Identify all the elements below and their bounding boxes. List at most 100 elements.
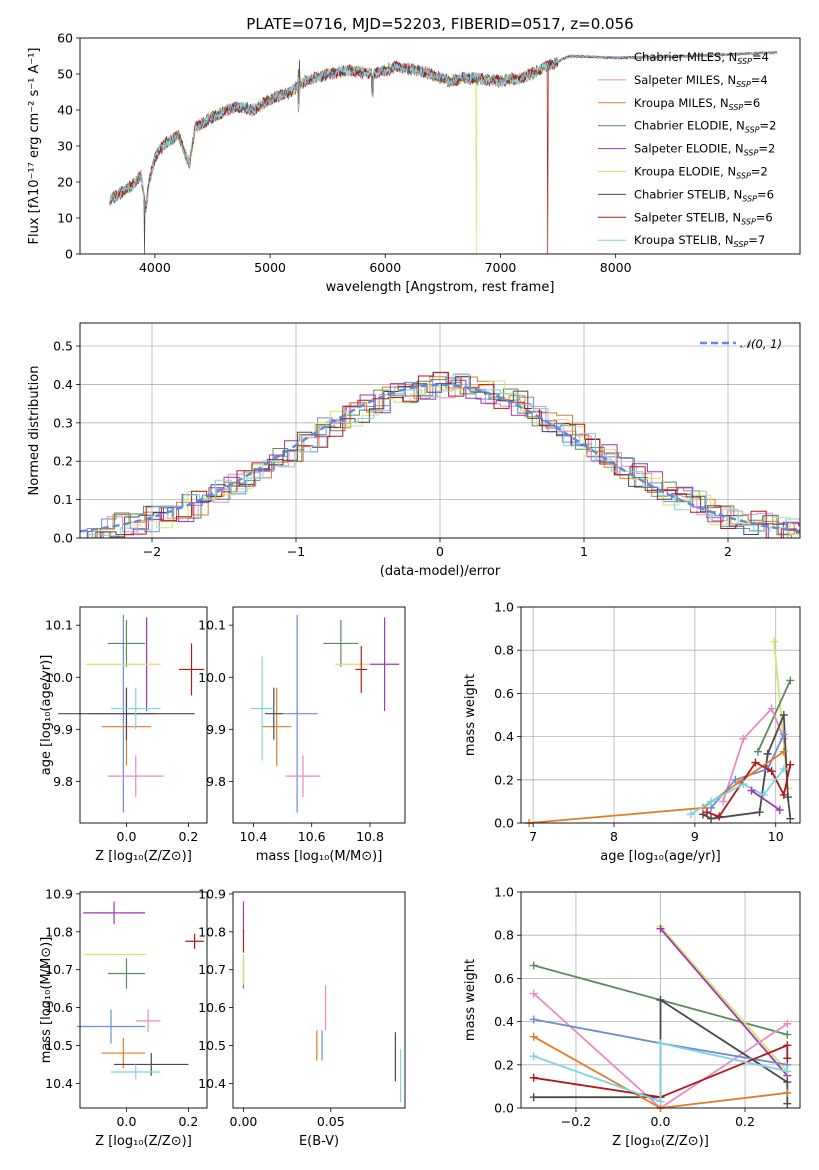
weight-marker bbox=[529, 961, 538, 970]
spectrum-xtick-label: 7000 bbox=[485, 260, 517, 275]
mass_vs_ebv-xlabel: E(B-V) bbox=[299, 1134, 339, 1149]
age_vs_Z-ytick-label: 10.0 bbox=[45, 670, 73, 685]
weight_vs_Z-axes-frame bbox=[520, 891, 801, 1109]
weight_vs_Z-ytick-label: 0.0 bbox=[494, 1101, 514, 1116]
weight-marker bbox=[783, 1030, 792, 1039]
weight_vs_age-axes-frame bbox=[520, 606, 801, 824]
age_vs_Z-ytick-label: 9.8 bbox=[53, 774, 73, 789]
spectrum-ytick-label: 40 bbox=[57, 103, 73, 118]
weight-marker bbox=[707, 797, 716, 806]
weight_vs_age-ylabel: mass weight bbox=[463, 674, 478, 756]
spectrum-axes-frame bbox=[79, 37, 801, 255]
weight_vs_age-ytick-label: 0.8 bbox=[494, 643, 514, 658]
age_vs_Z-xlabel: Z [log₁₀(Z/Z⊙)] bbox=[95, 849, 192, 864]
weight-marker bbox=[786, 814, 795, 823]
residuals-xtick-label: −2 bbox=[143, 544, 161, 559]
weight-marker bbox=[529, 1073, 538, 1082]
legend-entry-label: Salpeter MILES, NSSP=4 bbox=[634, 73, 768, 89]
weight-marker bbox=[529, 1093, 538, 1102]
age_vs_Z-ytick-label: 9.9 bbox=[53, 722, 73, 737]
age_vs_Z-ytick-label: 10.1 bbox=[45, 618, 73, 633]
weight-marker bbox=[686, 810, 695, 819]
weight-marker bbox=[739, 734, 748, 743]
mass_vs_ebv-ytick-label: 10.7 bbox=[198, 962, 226, 977]
age_vs_mass-xtick-label: 10.6 bbox=[298, 829, 326, 844]
weight-marker bbox=[739, 780, 748, 789]
weight_vs_Z-xlabel: Z [log₁₀(Z/Z⊙)] bbox=[612, 1134, 709, 1149]
weight-marker bbox=[656, 1039, 665, 1048]
weight-series-line bbox=[706, 761, 792, 818]
legend-entry-label: 𝒩(0, 1) bbox=[740, 337, 782, 351]
spectrum-ytick-label: 30 bbox=[57, 139, 73, 154]
mass_vs_Z-axes-frame bbox=[79, 891, 208, 1109]
weight-marker bbox=[751, 758, 760, 767]
residuals-xtick-label: 1 bbox=[580, 544, 588, 559]
residuals-ytick-label: 0.3 bbox=[53, 415, 73, 430]
spectrum-xtick-label: 8000 bbox=[600, 260, 632, 275]
histogram-series bbox=[81, 376, 800, 538]
age_vs_Z-xtick-label: 0.0 bbox=[117, 829, 137, 844]
weight-marker bbox=[770, 637, 779, 646]
weight_vs_age-ytick-label: 0.6 bbox=[494, 686, 514, 701]
mass_vs_Z-ytick-label: 10.6 bbox=[45, 1000, 73, 1015]
mass_vs_ebv-ytick-label: 10.6 bbox=[198, 1000, 226, 1015]
weight_vs_Z-ytick-label: 0.6 bbox=[494, 971, 514, 986]
residuals-ytick-label: 0.5 bbox=[53, 339, 73, 354]
weight_vs_age-xtick-label: 8 bbox=[610, 829, 618, 844]
normal-pdf-curve bbox=[80, 383, 800, 533]
weight_vs_Z-xtick-label: 0.2 bbox=[735, 1114, 755, 1129]
mass_vs_Z-xtick-label: 0.0 bbox=[117, 1114, 137, 1129]
weight_vs_Z-ytick-label: 1.0 bbox=[494, 885, 514, 900]
mass_vs_ebv-ytick-label: 10.5 bbox=[198, 1038, 226, 1053]
weight-series-line bbox=[659, 926, 788, 1072]
weight_vs_Z-ytick-label: 0.2 bbox=[494, 1057, 514, 1072]
mass_vs_Z-ytick-label: 10.9 bbox=[45, 886, 73, 901]
weight_vs_Z-xtick-label: 0.0 bbox=[651, 1114, 671, 1129]
weight-marker bbox=[779, 765, 788, 773]
residuals-xtick-label: −1 bbox=[287, 544, 305, 559]
residuals-axes-frame bbox=[79, 322, 801, 539]
weight-marker bbox=[779, 730, 788, 739]
age_vs_Z-xtick-label: 0.2 bbox=[178, 829, 198, 844]
weight-marker bbox=[529, 1032, 538, 1041]
weight-marker bbox=[719, 797, 728, 806]
age_vs_mass-ytick-label: 9.8 bbox=[206, 774, 226, 789]
weight-marker bbox=[707, 814, 716, 823]
weight-marker bbox=[656, 996, 665, 1004]
residuals-xlabel: (data-model)/error bbox=[380, 564, 501, 579]
mass_vs_Z-ytick-label: 10.7 bbox=[45, 962, 73, 977]
weight-series-line bbox=[529, 750, 785, 824]
weight-marker bbox=[529, 1015, 538, 1024]
legend-entry-label: Kroupa MILES, NSSP=6 bbox=[634, 96, 760, 112]
residuals-ylabel: Normed distribution bbox=[27, 366, 42, 496]
residuals-ytick-label: 0.2 bbox=[53, 454, 73, 469]
weight-series-line bbox=[533, 1044, 789, 1099]
figure-title: PLATE=0716, MJD=52203, FIBERID=0517, z=0… bbox=[246, 15, 633, 33]
age_vs_mass-xtick-label: 10.8 bbox=[356, 829, 384, 844]
weight-marker bbox=[783, 1078, 792, 1087]
plot-layer: 4000 5000 6000 7000 80000102030405060wavelen… bbox=[27, 31, 801, 1149]
weight-marker bbox=[775, 806, 784, 815]
weight-marker bbox=[786, 676, 795, 685]
histogram-series bbox=[81, 376, 800, 538]
weight-marker bbox=[783, 793, 792, 802]
weight-marker bbox=[715, 812, 724, 821]
mass_vs_Z-xtick-label: 0.2 bbox=[178, 1114, 198, 1129]
weight-marker bbox=[779, 790, 788, 799]
weight_vs_age-ytick-label: 0.2 bbox=[494, 772, 514, 787]
age_vs_Z-axes-frame bbox=[79, 606, 208, 824]
weight-series-line bbox=[750, 789, 781, 811]
spectrum-xlabel: wavelength [Angstrom, rest frame] bbox=[326, 280, 555, 295]
mass_vs_ebv-ytick-label: 10.8 bbox=[198, 924, 226, 939]
weight_vs_age-ytick-label: 1.0 bbox=[494, 600, 514, 615]
weight_vs_Z-ytick-label: 0.8 bbox=[494, 928, 514, 943]
weight_vs_Z-ylabel: mass weight bbox=[463, 959, 478, 1041]
weight_vs_Z-xtick-label: −0.2 bbox=[561, 1114, 591, 1129]
age_vs_mass-axes-frame bbox=[232, 606, 406, 824]
weight_vs_age-xtick-label: 9 bbox=[691, 829, 699, 844]
spectrum-series-line bbox=[109, 50, 778, 254]
spectrum-xtick-label: 4000 bbox=[139, 260, 171, 275]
legend-entry-label: Chabrier MILES, NSSP=4 bbox=[634, 50, 769, 66]
mass_vs_Z-ytick-label: 10.5 bbox=[45, 1038, 73, 1053]
